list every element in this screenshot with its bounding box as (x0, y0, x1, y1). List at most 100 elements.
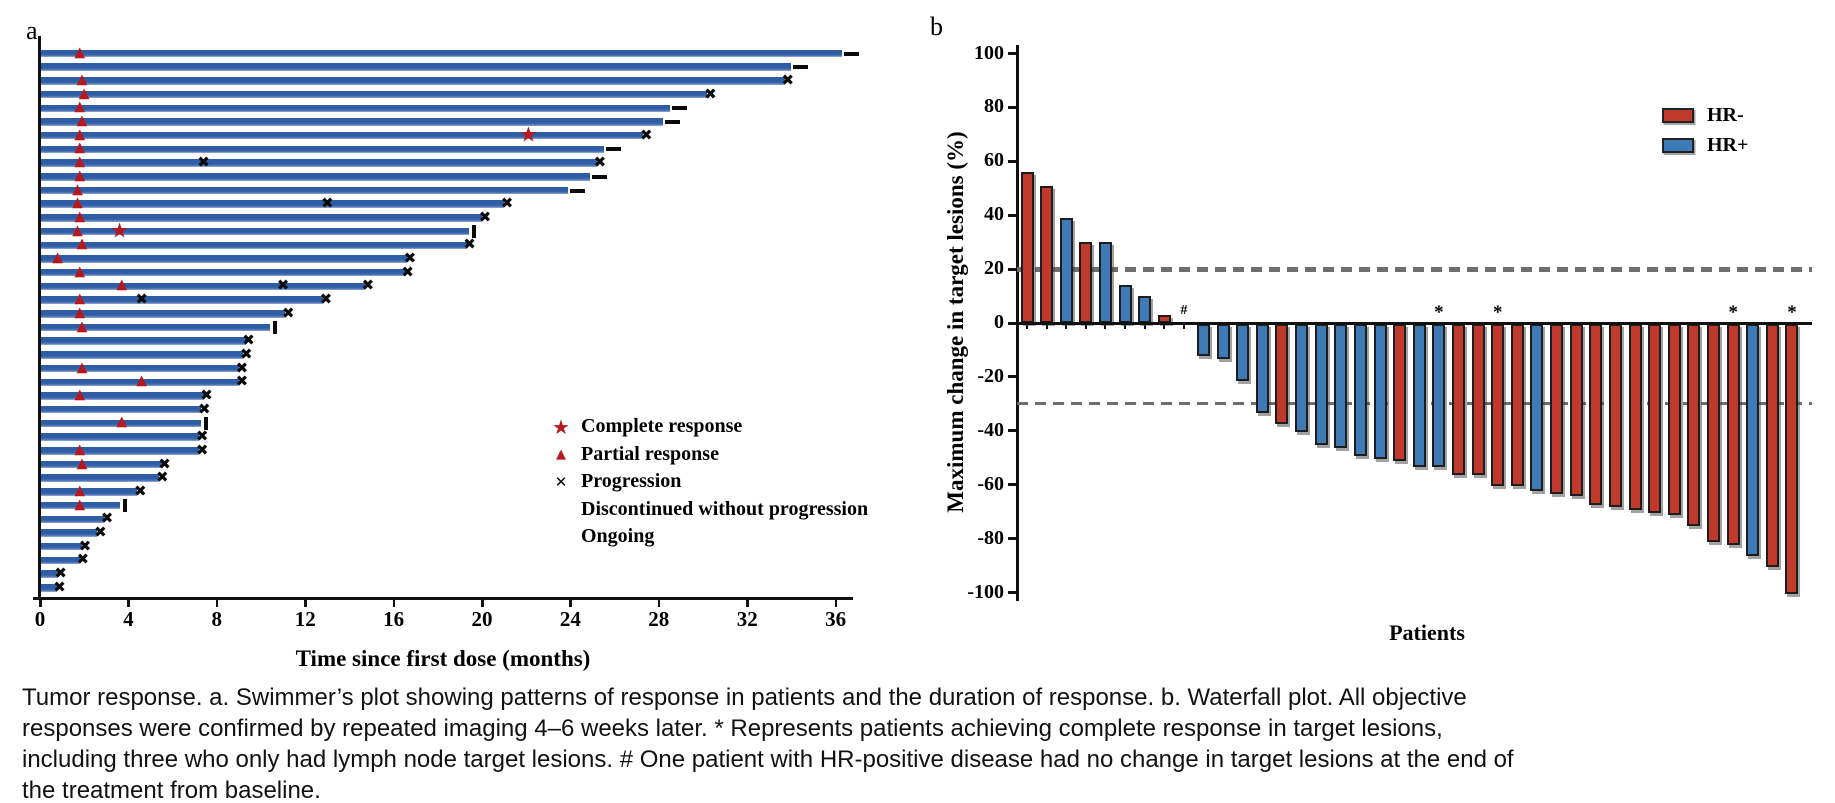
waterfall-bar (1569, 324, 1583, 497)
partial-response-triangle-icon: ▲ (74, 496, 86, 513)
a-x-tick-label: 12 (294, 607, 316, 631)
b-x-tick-mark (1104, 324, 1107, 329)
progression-x-icon: ✖ (319, 290, 333, 309)
swimmer-bar (41, 268, 405, 277)
partial-response-triangle-icon: ▲ (74, 304, 86, 321)
swimmer-bar (41, 584, 57, 592)
discontinued-bar-icon (272, 321, 277, 334)
swimmer-bar (41, 419, 202, 428)
waterfall-bar (1530, 324, 1544, 492)
waterfall-bar (1373, 324, 1387, 459)
b-y-tick-label: -40 (977, 418, 1004, 441)
progression-x-icon: ✖ (197, 153, 210, 172)
a-x-tick-label: 32 (736, 607, 758, 631)
figure-caption: Tumor response. a. Swimmer’s plot showin… (22, 684, 1514, 803)
b-y-tick-mark (1008, 159, 1017, 163)
progression-x-icon: ✖ (640, 125, 653, 144)
swimmer-bar (41, 255, 407, 263)
swimmer-bar (41, 488, 138, 496)
swimmer-bar (41, 90, 708, 99)
progression-x-icon: ✖ (54, 564, 67, 583)
swimmer-bar (41, 241, 467, 250)
b-x-tick-mark (1182, 324, 1185, 329)
waterfall-bar (1138, 296, 1152, 323)
a-x-tick-label: 28 (648, 607, 670, 631)
partial-response-triangle-icon: ▲ (74, 208, 86, 225)
progression-x-icon: ✖ (100, 509, 114, 528)
ongoing-dash-icon (605, 147, 621, 152)
a-x-tick-mark (657, 600, 661, 607)
progression-x-icon: ✖ (401, 262, 414, 281)
swimmer-bar (41, 63, 792, 71)
b-x-axis-title: Patients (1389, 620, 1465, 645)
waterfall-bar (1667, 324, 1681, 516)
partial-response-triangle-icon: ▲ (52, 249, 64, 266)
discontinued-bar-icon (204, 416, 209, 430)
legend-item-discontinued: Discontinued without progression (548, 496, 868, 524)
legend-item-partial-response: ▲ Partial response (548, 441, 868, 469)
panel-a-label: a (26, 16, 38, 45)
partial-response-triangle-icon: ▲ (74, 98, 86, 115)
legend-label: Ongoing (581, 525, 655, 548)
b-y-tick-mark (1008, 105, 1017, 109)
legend-label: HR+ (1707, 133, 1749, 156)
b-x-tick-mark (1143, 324, 1146, 329)
waterfall-bar (1432, 324, 1446, 467)
b-y-tick-mark (1008, 537, 1017, 541)
progression-x-icon: ✖ (593, 153, 607, 172)
a-x-tick-label: 20 (471, 607, 493, 631)
partial-response-triangle-icon: ▲ (74, 290, 86, 307)
waterfall-bar (1746, 324, 1760, 556)
progression-x-icon: ✖ (704, 84, 717, 103)
progression-x-icon: ✖ (200, 386, 213, 405)
partial-response-triangle-icon: ▲ (116, 413, 128, 430)
swimmer-bar (41, 433, 200, 441)
b-x-tick-mark (1026, 324, 1028, 329)
complete-response-asterisk-marker: * (1728, 302, 1738, 323)
partial-response-triangle-icon: ▲ (76, 71, 88, 88)
swimmer-bar (41, 145, 604, 154)
waterfall-bar (1334, 324, 1348, 448)
swimmer-bar (41, 49, 843, 58)
swimmer-bar (41, 378, 239, 387)
swimmer-bar (41, 364, 239, 373)
legend-item-ongoing: Ongoing (548, 523, 868, 551)
partial-response-triangle-icon: ▲ (76, 235, 88, 252)
a-x-axis (33, 597, 853, 600)
progression-x-icon: ✖ (781, 71, 795, 90)
a-y-axis (38, 36, 41, 600)
swimmer-bar (41, 474, 160, 482)
progression-x-icon: ✖ (235, 372, 249, 391)
swimmer-bar (41, 186, 569, 195)
complete-response-asterisk-marker: * (1493, 302, 1503, 323)
a-x-tick-mark (746, 600, 749, 607)
b-y-tick-label: -20 (977, 364, 1004, 387)
complete-response-star-icon: ★ (110, 218, 129, 243)
no-change-hash-marker: # (1180, 303, 1188, 318)
waterfall-bar (1255, 324, 1269, 413)
swimmer-bar (41, 405, 202, 414)
ongoing-dash-icon (671, 106, 687, 111)
b-x-tick-mark (1163, 324, 1166, 329)
waterfall-bar (1648, 324, 1662, 513)
b-y-tick-label: 0 (994, 311, 1004, 333)
waterfall-bar (1550, 324, 1564, 494)
b-y-tick-label: 100 (974, 41, 1004, 64)
swimmer-bar (41, 282, 365, 291)
waterfall-bar (1726, 324, 1740, 545)
swimmer-bar (41, 460, 162, 469)
a-x-tick-mark (481, 600, 484, 607)
a-x-tick-mark (127, 600, 130, 607)
legend-item-hr-negative: HR- (1662, 100, 1748, 130)
partial-response-triangle-icon: ▲ (78, 85, 90, 102)
discontinued-bar-icon (471, 225, 476, 239)
legend-label: HR- (1707, 103, 1744, 126)
a-x-axis-title: Time since first dose (months) (295, 646, 591, 671)
partial-response-triangle-icon: ▲ (72, 222, 83, 239)
waterfall-bar (1608, 324, 1622, 508)
b-y-tick-label: -80 (977, 526, 1004, 549)
waterfall-bar (1040, 185, 1054, 323)
a-x-tick-mark (304, 600, 307, 607)
waterfall-bar (1491, 324, 1505, 486)
